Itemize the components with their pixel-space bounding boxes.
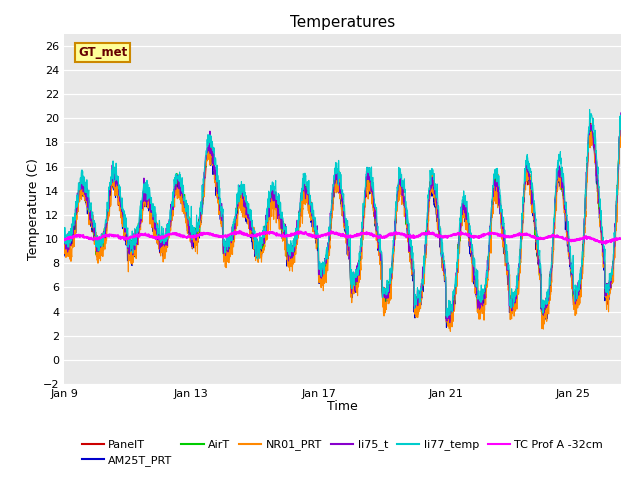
Text: GT_met: GT_met [78, 47, 127, 60]
Y-axis label: Temperature (C): Temperature (C) [27, 158, 40, 260]
Legend: PanelT, AM25T_PRT, AirT, NR01_PRT, li75_t, li77_temp, TC Prof A -32cm: PanelT, AM25T_PRT, AirT, NR01_PRT, li75_… [77, 435, 607, 470]
Title: Temperatures: Temperatures [290, 15, 395, 30]
X-axis label: Time: Time [327, 400, 358, 413]
